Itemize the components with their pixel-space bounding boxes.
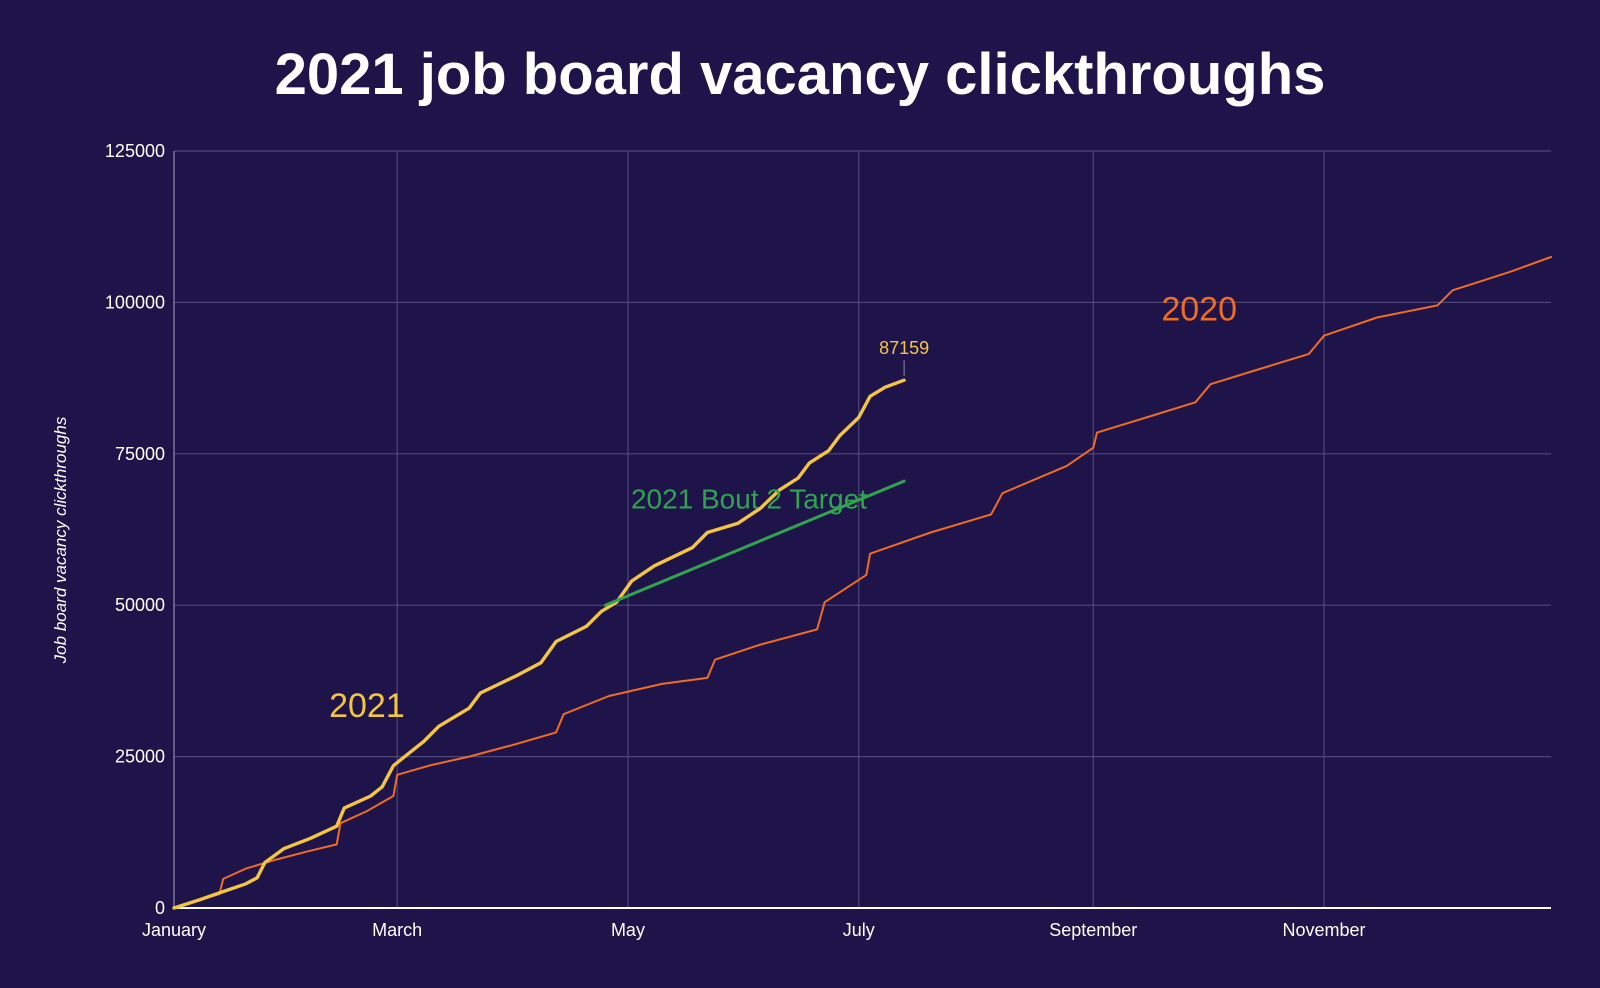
- x-tick-label: September: [1049, 920, 1137, 940]
- annotation-label: 2021: [329, 687, 405, 725]
- x-tick-label: January: [142, 920, 206, 940]
- y-tick-label: 125000: [105, 141, 165, 161]
- annotation-layer: 2021 2020 2021 Bout 2 Target 87159: [329, 291, 1237, 726]
- series-line-2020: [173, 256, 1552, 909]
- x-tick-label: May: [611, 920, 645, 940]
- x-tick-label: July: [843, 920, 875, 940]
- x-tick-label: November: [1283, 920, 1366, 940]
- annotation-label: 2021 Bout 2 Target: [631, 483, 867, 514]
- chart-title: 2021 job board vacancy clickthroughs: [275, 42, 1326, 107]
- y-axis-label: Job board vacancy clickthroughs: [51, 416, 70, 664]
- y-tick-label: 50000: [115, 595, 165, 615]
- annotation-label: 87159: [879, 338, 929, 358]
- series-layer: [172, 256, 1552, 910]
- x-tick-label: March: [372, 920, 422, 940]
- y-tick-label: 0: [155, 898, 165, 918]
- y-tick-label: 25000: [115, 747, 165, 767]
- series-line-2021-bout-2-target: [603, 479, 906, 607]
- axis-layer: 0 25000 50000 75000 100000 125000 January March…: [105, 141, 1551, 940]
- y-tick-label: 75000: [115, 444, 165, 464]
- annotation-label: 2020: [1161, 291, 1237, 329]
- grid-layer: [173, 150, 1551, 908]
- series-line-2021: [172, 378, 906, 910]
- y-tick-label: 100000: [105, 292, 165, 312]
